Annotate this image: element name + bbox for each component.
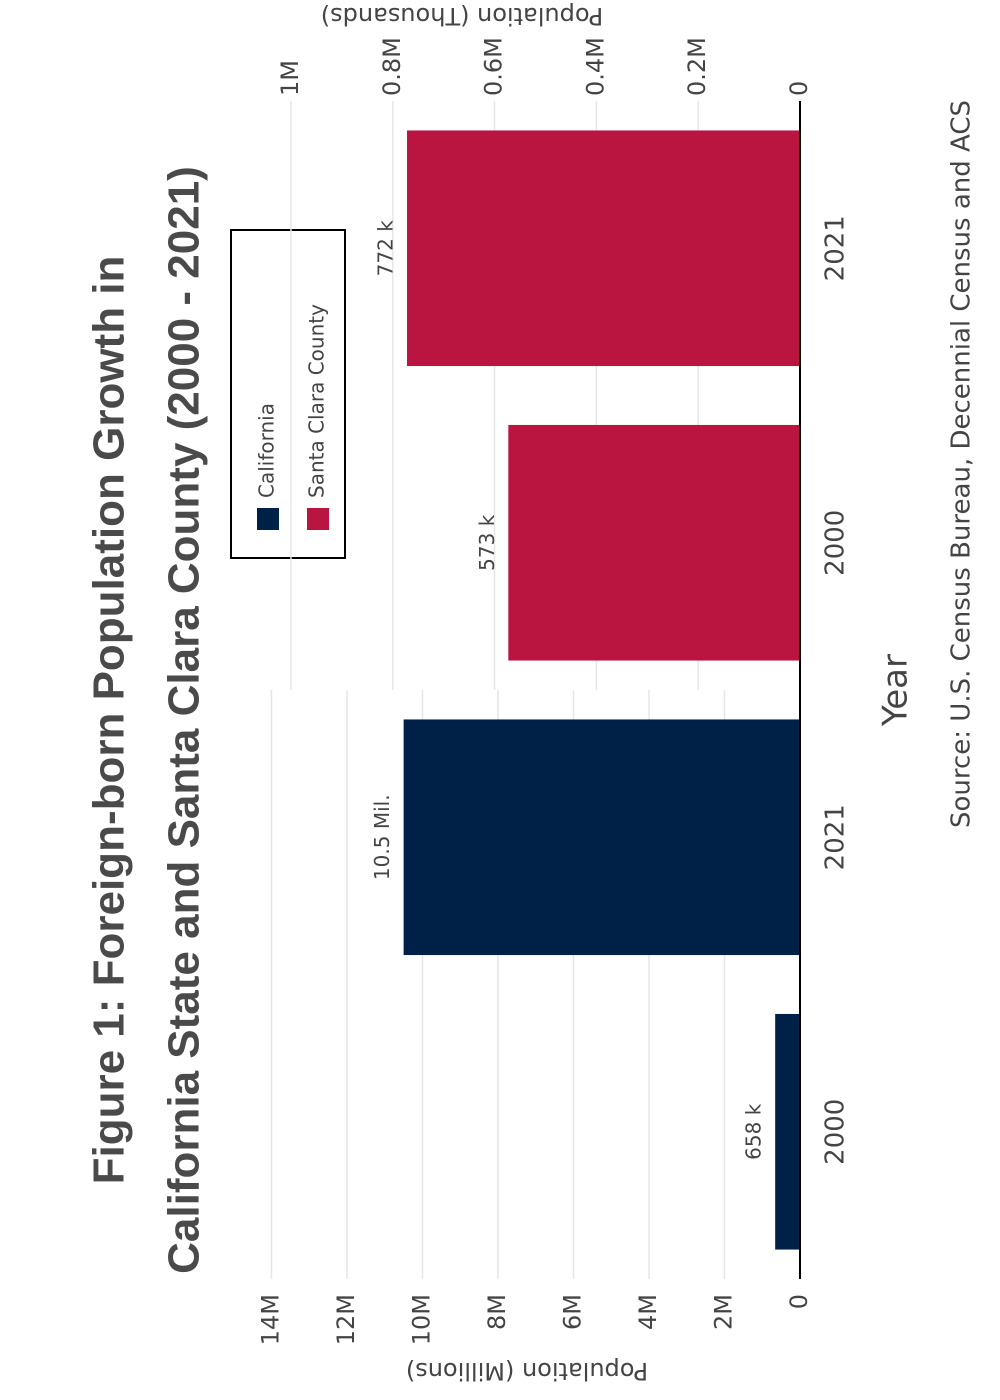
legend-box [230, 229, 346, 559]
bar [403, 719, 800, 956]
source-note: Source: U.S. Census Bureau, Decennial Ce… [947, 100, 977, 828]
x-tick-label: 2000 [821, 510, 851, 576]
y-tick-label: 0 [785, 1294, 813, 1309]
bar [508, 424, 800, 661]
value-label: 10.5 Mil. [370, 794, 394, 880]
legend-swatch [257, 508, 279, 530]
chart-title: California State and Santa Clara County … [160, 166, 209, 1274]
y-tick-label: 14M [256, 1294, 284, 1345]
value-label: 658 k [742, 1103, 766, 1160]
y-tick-label: 6M [558, 1294, 586, 1330]
y2-tick-label: 1M [276, 60, 304, 96]
bar [407, 130, 800, 367]
y-tick-label: 10M [407, 1294, 435, 1345]
x-axis-title: Year [876, 654, 916, 727]
legend-swatch [307, 508, 329, 530]
value-label: 772 k [374, 220, 398, 277]
x-tick-label: 2021 [821, 804, 851, 870]
y2-tick-label: 0.8M [378, 37, 406, 96]
value-label: 573 k [475, 514, 499, 571]
chart-body: Figure 1: Foreign-born Population Growth… [85, 2, 977, 1385]
y2-tick-label: 0.2M [683, 37, 711, 96]
y2-tick-label: 0 [785, 81, 813, 96]
y-tick-label: 4M [634, 1294, 662, 1330]
y2-axis-title: Population (Thousands) [321, 2, 603, 30]
bar [775, 1013, 800, 1250]
x-tick-label: 2000 [821, 1099, 851, 1165]
x-tick-label: 2021 [821, 215, 851, 281]
y-tick-label: 8M [483, 1294, 511, 1330]
y-axis-title: Population (Millions) [406, 1357, 648, 1385]
y2-tick-label: 0.6M [480, 37, 508, 96]
legend-label: California [255, 403, 279, 498]
chart-title: Figure 1: Foreign-born Population Growth… [85, 256, 134, 1185]
y-tick-label: 2M [709, 1294, 737, 1330]
y-tick-label: 12M [332, 1294, 360, 1345]
y2-tick-label: 0.4M [581, 37, 609, 96]
legend-label: Santa Clara County [305, 304, 329, 498]
